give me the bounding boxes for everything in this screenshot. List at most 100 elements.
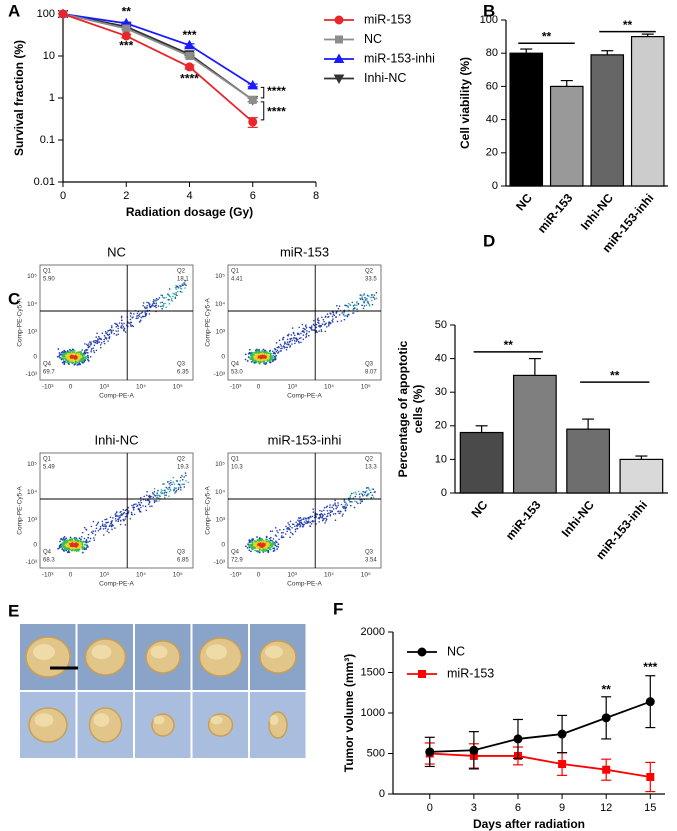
event-dot xyxy=(335,507,337,510)
event-dot xyxy=(173,483,176,485)
event-dot xyxy=(78,360,81,363)
x-tick-label: -10³ xyxy=(230,572,242,579)
event-dot xyxy=(350,492,353,495)
event-dot xyxy=(78,356,81,359)
event-dot xyxy=(123,328,125,331)
event-dot xyxy=(143,306,146,308)
event-dot xyxy=(130,312,132,315)
marker xyxy=(122,24,131,33)
marker xyxy=(121,31,131,41)
quadrant-value: 3.54 xyxy=(365,558,377,564)
event-dot xyxy=(92,520,95,523)
event-dot xyxy=(69,543,72,546)
event-dot xyxy=(251,357,254,360)
event-dot xyxy=(103,338,106,341)
event-dot xyxy=(307,516,310,519)
event-dot xyxy=(272,354,275,357)
event-dot xyxy=(265,350,268,353)
event-dot xyxy=(263,550,265,553)
event-dot xyxy=(266,540,268,543)
event-dot xyxy=(291,526,293,529)
event-dot xyxy=(269,361,271,364)
event-dot xyxy=(60,358,63,361)
event-dot xyxy=(173,487,176,489)
event-dot xyxy=(66,539,69,542)
event-dot xyxy=(272,547,275,550)
event-dot xyxy=(320,329,323,331)
event-dot xyxy=(177,487,180,489)
event-dot xyxy=(168,480,170,483)
event-dot xyxy=(102,528,105,530)
event-dot xyxy=(139,320,141,323)
event-dot xyxy=(90,350,92,353)
event-dot xyxy=(87,541,89,543)
event-dot xyxy=(331,315,334,318)
event-dot xyxy=(80,535,83,538)
event-dot xyxy=(173,492,176,494)
event-dot xyxy=(343,499,346,501)
event-dot xyxy=(174,286,177,289)
y-axis-label: Comp-PE-Cy5-A xyxy=(17,298,24,347)
quadrant-name: Q1 xyxy=(231,269,240,275)
event-dot xyxy=(124,518,127,520)
event-dot xyxy=(269,539,272,542)
event-dot xyxy=(355,301,358,304)
event-dot xyxy=(342,507,345,509)
event-dot xyxy=(298,520,300,523)
event-dot xyxy=(140,312,142,315)
event-dot xyxy=(89,537,92,540)
event-dot xyxy=(363,294,365,296)
y-tick-label: 0 xyxy=(33,354,37,361)
event-dot xyxy=(151,492,154,494)
event-dot xyxy=(338,512,340,515)
event-dot xyxy=(372,496,375,499)
significance-label: *** xyxy=(119,38,133,52)
significance-label: ** xyxy=(610,368,620,382)
x-tick-label: 10³ xyxy=(288,384,298,391)
event-dot xyxy=(183,483,185,486)
event-dot xyxy=(152,300,155,303)
event-dot xyxy=(159,301,162,304)
x-tick-label: 4 xyxy=(186,190,192,202)
event-dot xyxy=(248,541,251,544)
event-dot xyxy=(271,540,273,542)
event-dot xyxy=(184,279,186,282)
event-dot xyxy=(321,316,323,319)
quadrant-value: 13.3 xyxy=(365,465,377,471)
event-dot xyxy=(337,510,340,513)
event-dot xyxy=(255,540,258,543)
event-dot xyxy=(112,524,114,527)
event-dot xyxy=(298,326,301,329)
x-tick-label: 0 xyxy=(427,802,433,814)
event-dot xyxy=(172,476,175,479)
event-dot xyxy=(114,513,117,515)
event-dot xyxy=(145,499,147,502)
event-dot xyxy=(294,342,296,345)
event-dot xyxy=(59,353,62,356)
event-dot xyxy=(111,524,113,527)
event-dot xyxy=(160,489,163,491)
x-axis-label: Comp-PE-A xyxy=(287,393,322,400)
event-dot xyxy=(130,325,132,327)
event-dot xyxy=(266,353,269,356)
event-dot xyxy=(173,488,175,491)
event-dot xyxy=(135,503,137,505)
event-dot xyxy=(250,360,253,363)
event-dot xyxy=(269,349,272,352)
event-dot xyxy=(373,298,376,300)
event-dot xyxy=(352,305,355,307)
event-dot xyxy=(132,507,135,509)
event-dot xyxy=(78,537,81,540)
y-tick-label: 50 xyxy=(435,319,447,331)
marker xyxy=(557,729,567,739)
event-dot xyxy=(86,354,89,357)
event-dot xyxy=(297,517,300,519)
event-dot xyxy=(96,332,98,335)
y-tick-label: 40 xyxy=(486,114,498,126)
event-dot xyxy=(263,356,266,359)
event-dot xyxy=(144,505,147,508)
event-dot xyxy=(265,545,267,547)
event-dot xyxy=(85,349,88,352)
y-tick-label: 1000 xyxy=(361,707,385,719)
event-dot xyxy=(300,332,302,335)
